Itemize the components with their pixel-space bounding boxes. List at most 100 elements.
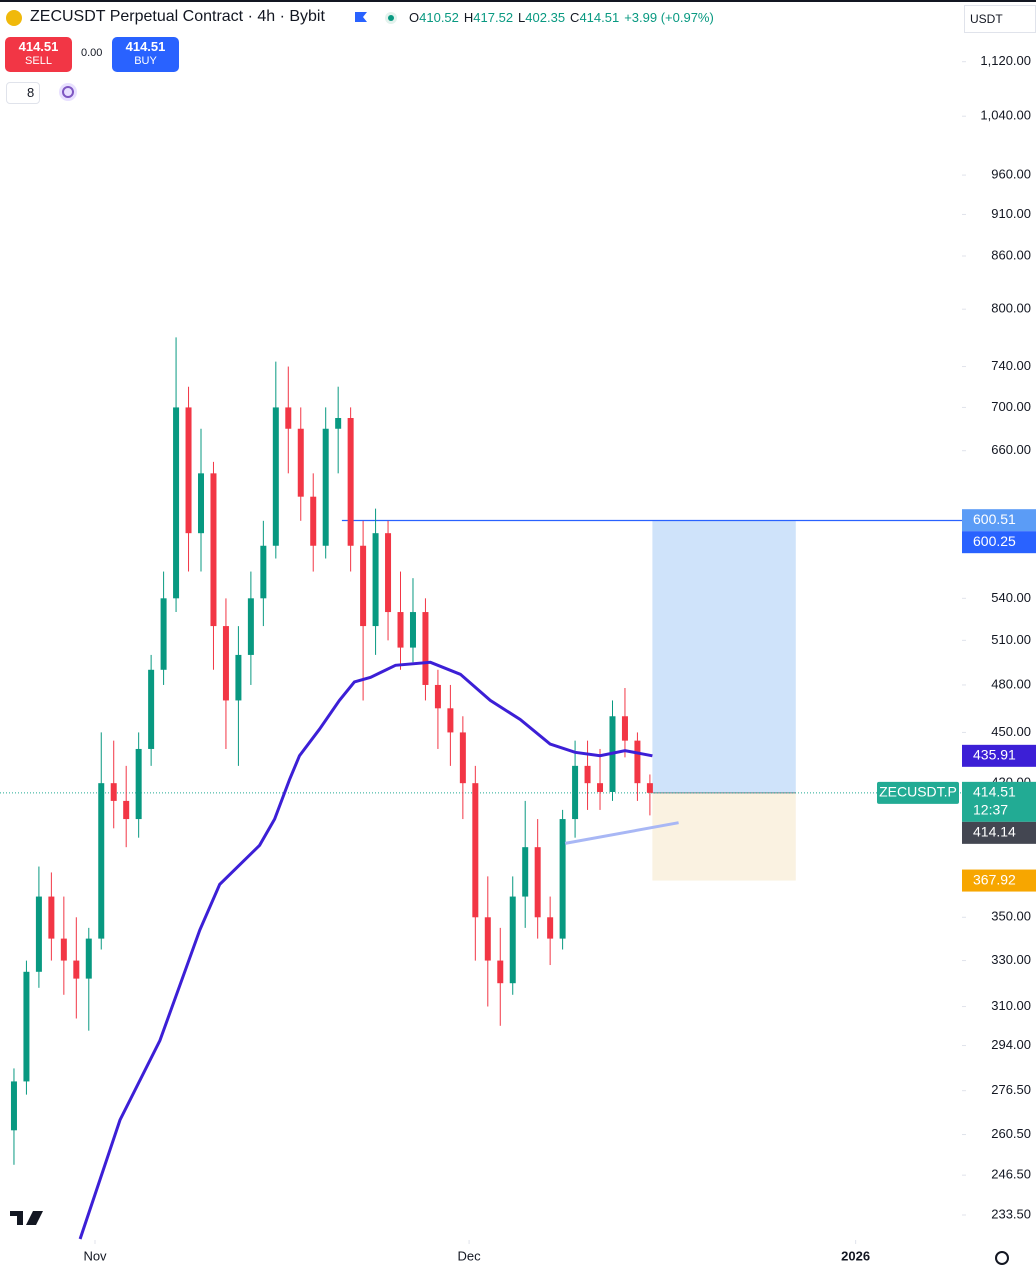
ohlc-value: 402.35 [525,10,566,25]
x-tick-label: 2026 [841,1248,870,1263]
y-tick-label: 1,120.00 [980,53,1031,68]
refresh-icon[interactable] [59,83,77,101]
y-tick-label: 450.00 [991,724,1031,739]
candle-body [272,407,279,546]
y-tick-label: 330.00 [991,952,1031,967]
settings-icon[interactable] [995,1251,1009,1265]
buy-price: 414.51 [125,39,166,54]
change: +3.99 (+0.97%) [624,10,714,25]
price-label-bg [962,781,1036,822]
y-tick-label: 700.00 [991,399,1031,414]
candle-body [110,783,117,801]
plot-area [0,337,1036,1240]
candle-body [148,669,155,749]
candle-body [135,748,142,820]
buy-button[interactable]: 414.51 BUY [112,37,179,72]
candle-body [85,938,92,979]
x-tick-label: Nov [83,1248,107,1263]
y-tick-label: 660.00 [991,442,1031,457]
x-tick-label: Dec [458,1248,482,1263]
candle-body [572,765,579,820]
y-tick-label: 310.00 [991,998,1031,1013]
candle-body [347,418,354,546]
candle-body [559,819,566,939]
price-label: 600.51 [973,511,1016,527]
candle-body [360,545,367,627]
symbol-title[interactable]: ZECUSDT Perpetual Contract · 4h · Bybit [30,8,325,25]
price-label: 367.92 [973,871,1016,887]
candle-body [260,545,267,599]
ohlc-label: O [409,10,420,25]
candle-body [297,428,304,497]
ohlc-value: 414.51 [579,10,620,25]
symbol-icon [6,10,22,26]
candle-body [646,783,653,793]
candle-body [597,783,604,792]
candle-body [185,407,192,534]
sell-button[interactable]: 414.51 SELL [5,37,72,72]
candle-body [35,896,42,972]
y-tick-label: 540.00 [991,590,1031,605]
candle-body [621,716,628,741]
loss-zone [652,792,796,881]
candle-body [335,418,342,429]
buy-label: BUY [134,55,157,67]
candle-body [472,783,479,918]
candle-body [222,626,229,701]
price-label-bg [962,509,1036,532]
countdown: 12:37 [973,802,1008,818]
candle-body [409,612,416,648]
ohlc-label: H [463,10,474,25]
indicator-toggle[interactable]: 8 [6,82,40,104]
tv-logo[interactable] [10,1211,43,1225]
candle-body [534,847,541,918]
y-tick-label: 260.50 [991,1126,1031,1141]
sell-label: SELL [25,55,52,67]
candle-body [285,407,292,429]
candle-body [98,783,105,939]
candle-body [397,612,404,648]
ohlc-value: 410.52 [419,10,459,25]
currency-select[interactable]: USDT [964,5,1036,33]
ohlc-legend: O410.52 H417.52 L402.35 C414.51 +3.99 (+0.97… [409,10,719,25]
spread: 0.00 [81,47,103,59]
moving-average [78,660,653,1240]
sell-price: 414.51 [18,39,59,54]
candle-body [10,1081,17,1131]
candle-body [522,847,529,897]
y-tick-label: 480.00 [991,676,1031,691]
y-tick-label: 800.00 [991,301,1031,316]
candle-body [547,917,554,939]
price-label: 414.14 [973,824,1016,840]
candle-body [23,971,30,1082]
candle-body [385,533,392,613]
candle-body [322,428,329,546]
y-tick-label: 910.00 [991,206,1031,221]
candle-body [434,684,441,709]
price-label-bg [962,821,1036,844]
y-tick-label: 860.00 [991,247,1031,262]
status-dot [388,15,394,21]
flag-icon [355,12,367,22]
profit-zone [652,520,796,793]
y-tick-label: 246.50 [991,1167,1031,1182]
y-tick-label: 960.00 [991,167,1031,182]
candle-body [210,473,217,627]
candle-body [235,654,242,701]
y-tick-label: 740.00 [991,358,1031,373]
ohlc-label: L [518,10,526,25]
ohlc-label: C [570,10,580,25]
candle-body [584,765,591,784]
candle-body [447,708,454,733]
candle-body [123,800,130,820]
candle-body [247,598,254,655]
price-label-bg [962,744,1036,767]
candle-body [198,473,205,534]
y-tick-label: 1,040.00 [980,108,1031,123]
ohlc-value: 417.52 [473,10,514,25]
candle-body [173,407,180,599]
price-label: 435.91 [973,747,1016,763]
candle-body [310,496,317,546]
